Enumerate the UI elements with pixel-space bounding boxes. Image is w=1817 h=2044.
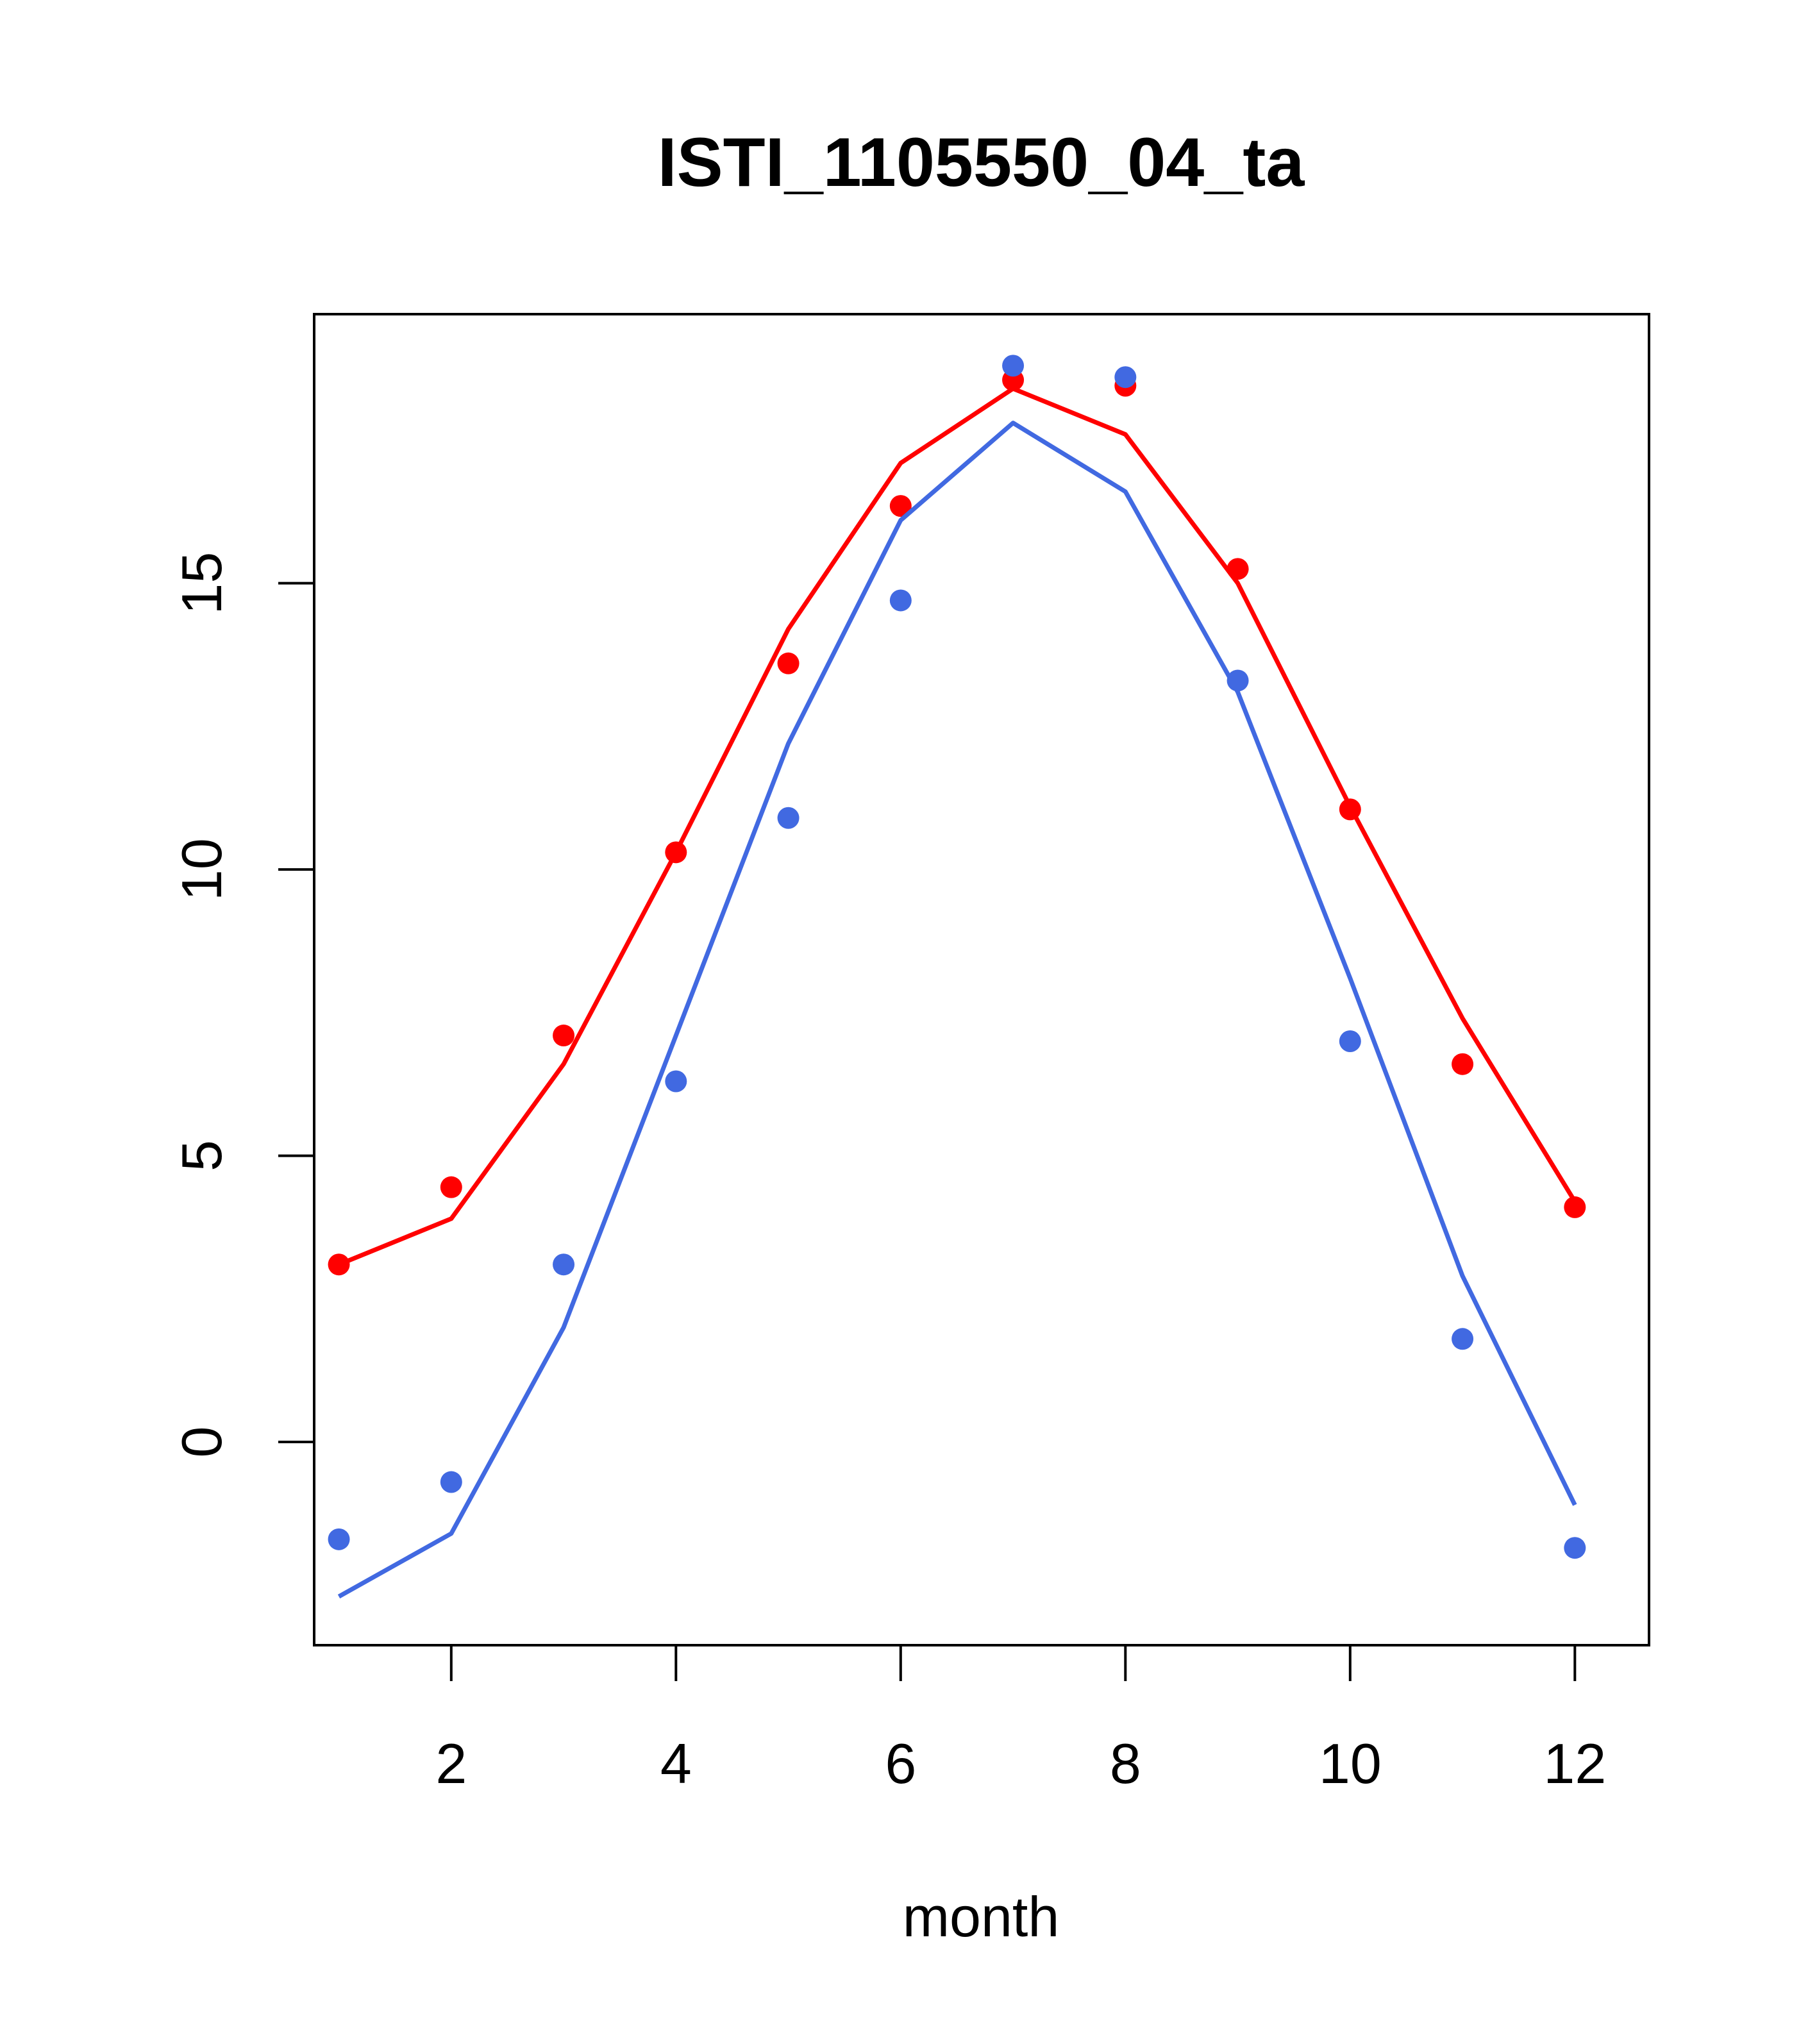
series-2-point [1114,366,1137,389]
series-2-point [328,1528,350,1550]
series-1-point [1564,1196,1586,1218]
chart-title: ISTI_1105550_04_ta [658,123,1305,201]
series-2-point [1227,669,1249,692]
series-2-point [889,589,912,612]
series-2-point [1002,355,1025,377]
x-tick-label: 12 [1543,1732,1606,1795]
series-2-point [665,1070,687,1093]
series-1-point [1339,798,1361,821]
plot-frame [313,313,1650,1646]
series-1-point [440,1176,462,1198]
series-1-point [328,1253,350,1276]
series-2-point [553,1253,575,1276]
y-axis: 0 5 10 15 [170,552,315,1458]
y-tick-label: 5 [170,1140,233,1171]
series-2-point [777,807,800,829]
series-1-point [665,841,687,864]
series-1-point [553,1025,575,1047]
series-1-point [777,652,800,674]
x-tick-label: 8 [1110,1732,1141,1795]
y-tick-label: 10 [170,838,233,901]
x-tick-label: 10 [1319,1732,1382,1795]
x-axis-label: month [903,1885,1060,1948]
x-tick-label: 4 [660,1732,692,1795]
series-2-point [1452,1328,1474,1350]
y-tick-label: 0 [170,1427,233,1458]
series-1-point [1452,1053,1474,1075]
series-1-point [889,495,912,517]
series-layer [328,355,1586,1599]
series-2-line [337,421,1577,1599]
x-tick-label: 6 [885,1732,916,1795]
series-1-point [1227,558,1249,580]
series-1-line [338,386,1577,1267]
y-tick-label: 15 [170,552,233,615]
x-axis: 2 4 6 8 10 12 [435,1644,1606,1795]
series-2-point [1564,1537,1586,1559]
series-2-point [440,1471,462,1493]
series-2-point [1339,1030,1361,1052]
x-tick-label: 2 [435,1732,467,1795]
